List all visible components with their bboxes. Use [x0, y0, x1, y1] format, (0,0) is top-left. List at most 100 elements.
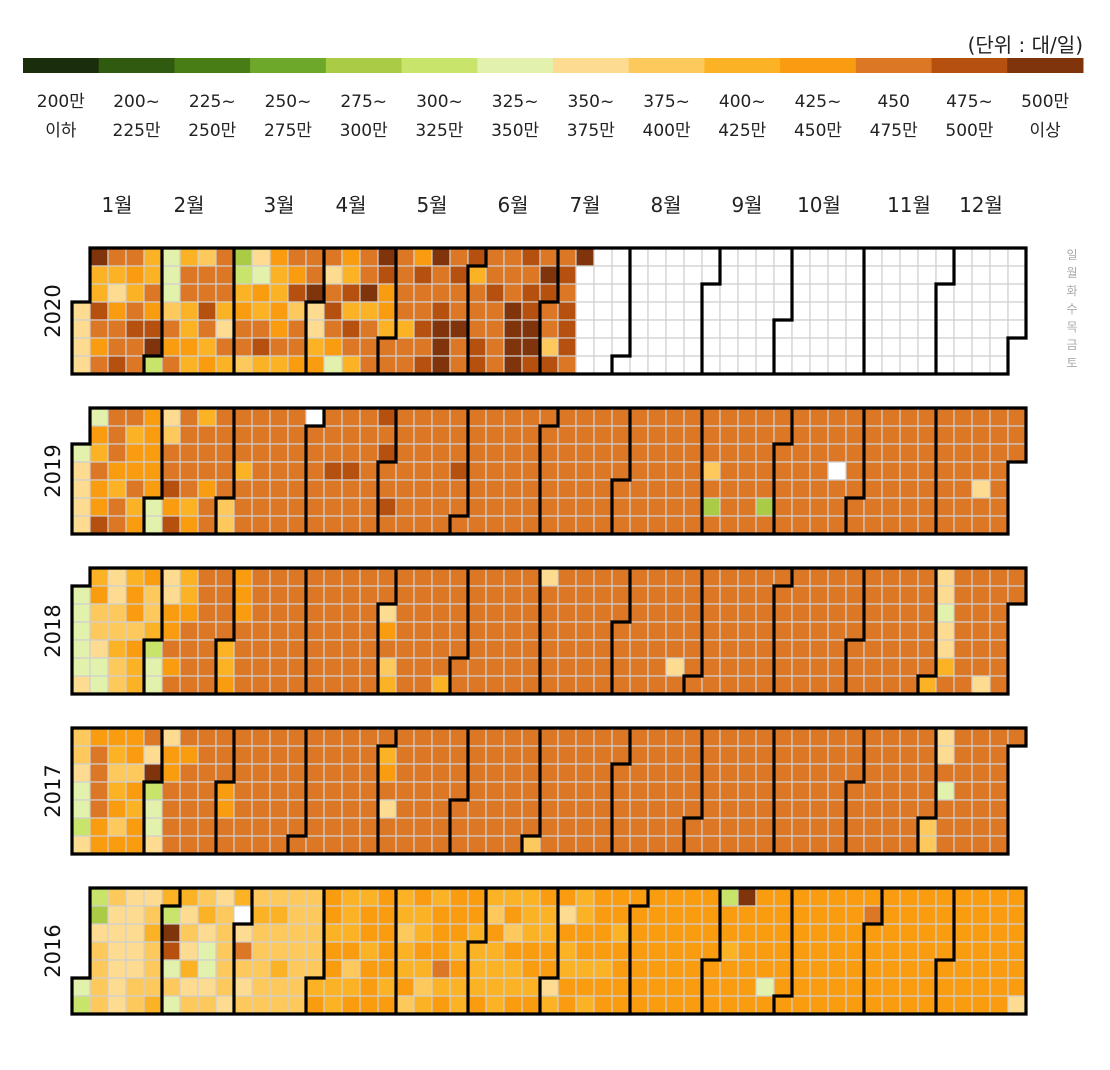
day-cell: [251, 675, 271, 695]
day-cell: [521, 301, 541, 321]
day-cell: [1007, 959, 1027, 979]
day-cell: [395, 639, 415, 659]
year-panel: 2017: [41, 726, 1028, 856]
day-cell: [647, 923, 667, 943]
day-cell: [377, 763, 397, 783]
day-cell: [881, 461, 901, 481]
day-cell: [719, 959, 739, 979]
day-cell: [647, 799, 667, 819]
day-cell: [647, 497, 667, 517]
day-cell: [845, 817, 865, 837]
day-cell: [197, 835, 217, 855]
day-cell: [251, 745, 271, 765]
day-cell: [701, 319, 721, 339]
day-cell: [197, 781, 217, 801]
day-cell: [971, 835, 991, 855]
day-cell: [665, 727, 685, 747]
day-cell: [575, 283, 595, 303]
day-cell: [197, 621, 217, 641]
day-cell: [701, 781, 721, 801]
day-cell: [143, 675, 163, 695]
day-cell: [413, 425, 433, 445]
day-cell: [359, 817, 379, 837]
day-cell: [467, 621, 487, 641]
day-cell: [539, 247, 559, 267]
day-cell: [575, 515, 595, 535]
day-cell: [881, 887, 901, 907]
day-cell: [125, 265, 145, 285]
day-cell: [431, 995, 451, 1015]
day-cell: [719, 479, 739, 499]
day-cell: [881, 905, 901, 925]
day-cell: [233, 355, 253, 375]
legend-label-line2: 225만: [113, 121, 161, 141]
day-cell: [539, 319, 559, 339]
day-cell: [575, 905, 595, 925]
day-cell: [125, 977, 145, 997]
day-cell: [845, 781, 865, 801]
day-cell: [791, 657, 811, 677]
day-cell: [881, 355, 901, 375]
day-cell: [449, 887, 469, 907]
day-cell: [719, 977, 739, 997]
day-cell: [575, 337, 595, 357]
day-cell: [251, 977, 271, 997]
day-cell: [773, 621, 793, 641]
day-cell: [539, 977, 559, 997]
day-cell: [521, 977, 541, 997]
day-cell: [899, 479, 919, 499]
day-cell: [719, 657, 739, 677]
day-cell: [503, 337, 523, 357]
day-cell: [71, 835, 91, 855]
day-cell: [251, 639, 271, 659]
day-cell: [467, 479, 487, 499]
day-cell: [269, 319, 289, 339]
day-cell: [611, 621, 631, 641]
day-cell: [467, 497, 487, 517]
weekday-label: 수: [1066, 302, 1077, 316]
day-cell: [305, 817, 325, 837]
legend-swatch: [325, 58, 403, 73]
day-cell: [179, 621, 199, 641]
day-cell: [683, 283, 703, 303]
day-cell: [71, 727, 91, 747]
day-cell: [377, 905, 397, 925]
day-cell: [287, 603, 307, 623]
day-cell: [125, 675, 145, 695]
day-cell: [629, 301, 649, 321]
day-cell: [647, 265, 667, 285]
day-cell: [215, 337, 235, 357]
day-cell: [809, 995, 829, 1015]
day-cell: [179, 799, 199, 819]
day-cell: [809, 923, 829, 943]
day-cell: [287, 319, 307, 339]
day-cell: [431, 675, 451, 695]
day-cell: [683, 515, 703, 535]
day-cell: [485, 923, 505, 943]
day-cell: [323, 977, 343, 997]
day-cell: [161, 247, 181, 267]
day-cell: [593, 603, 613, 623]
day-cell: [485, 319, 505, 339]
day-cell: [413, 639, 433, 659]
day-cell: [359, 887, 379, 907]
day-cell: [773, 319, 793, 339]
day-cell: [899, 515, 919, 535]
day-cell: [161, 497, 181, 517]
day-cell: [125, 497, 145, 517]
day-cell: [953, 585, 973, 605]
day-cell: [143, 781, 163, 801]
day-cell: [611, 515, 631, 535]
day-cell: [647, 515, 667, 535]
day-cell: [953, 959, 973, 979]
day-cell: [521, 247, 541, 267]
day-cell: [701, 727, 721, 747]
day-cell: [1007, 905, 1027, 925]
day-cell: [449, 639, 469, 659]
day-cell: [161, 781, 181, 801]
day-cell: [503, 319, 523, 339]
day-cell: [917, 407, 937, 427]
day-cell: [305, 835, 325, 855]
legend-label-line2: 250만: [188, 121, 236, 141]
day-cell: [953, 799, 973, 819]
